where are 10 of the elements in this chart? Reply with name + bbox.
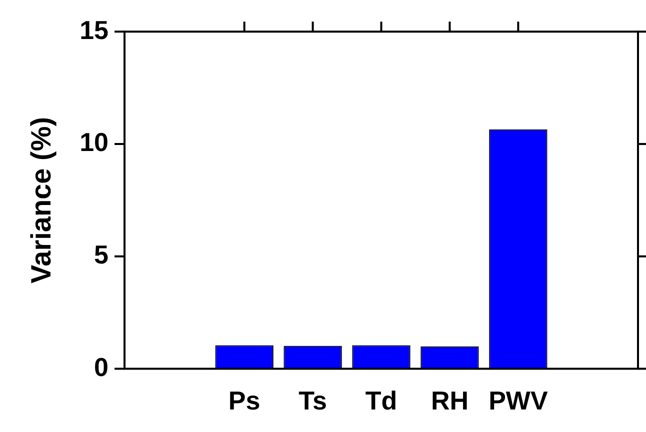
y-tick-label: 5 — [94, 240, 109, 270]
y-tick-label: 15 — [80, 14, 109, 45]
y-axis-title: Variance (%) — [26, 116, 57, 284]
y-tick-label: 10 — [80, 127, 109, 158]
x-tick-label: Ts — [298, 386, 328, 416]
x-tick-label: Ps — [228, 386, 260, 416]
x-tick-label: RH — [430, 386, 469, 416]
x-tick-label: Td — [365, 386, 398, 416]
y-tick-label: 0 — [94, 352, 109, 382]
x-tick-label: PWV — [488, 386, 548, 416]
